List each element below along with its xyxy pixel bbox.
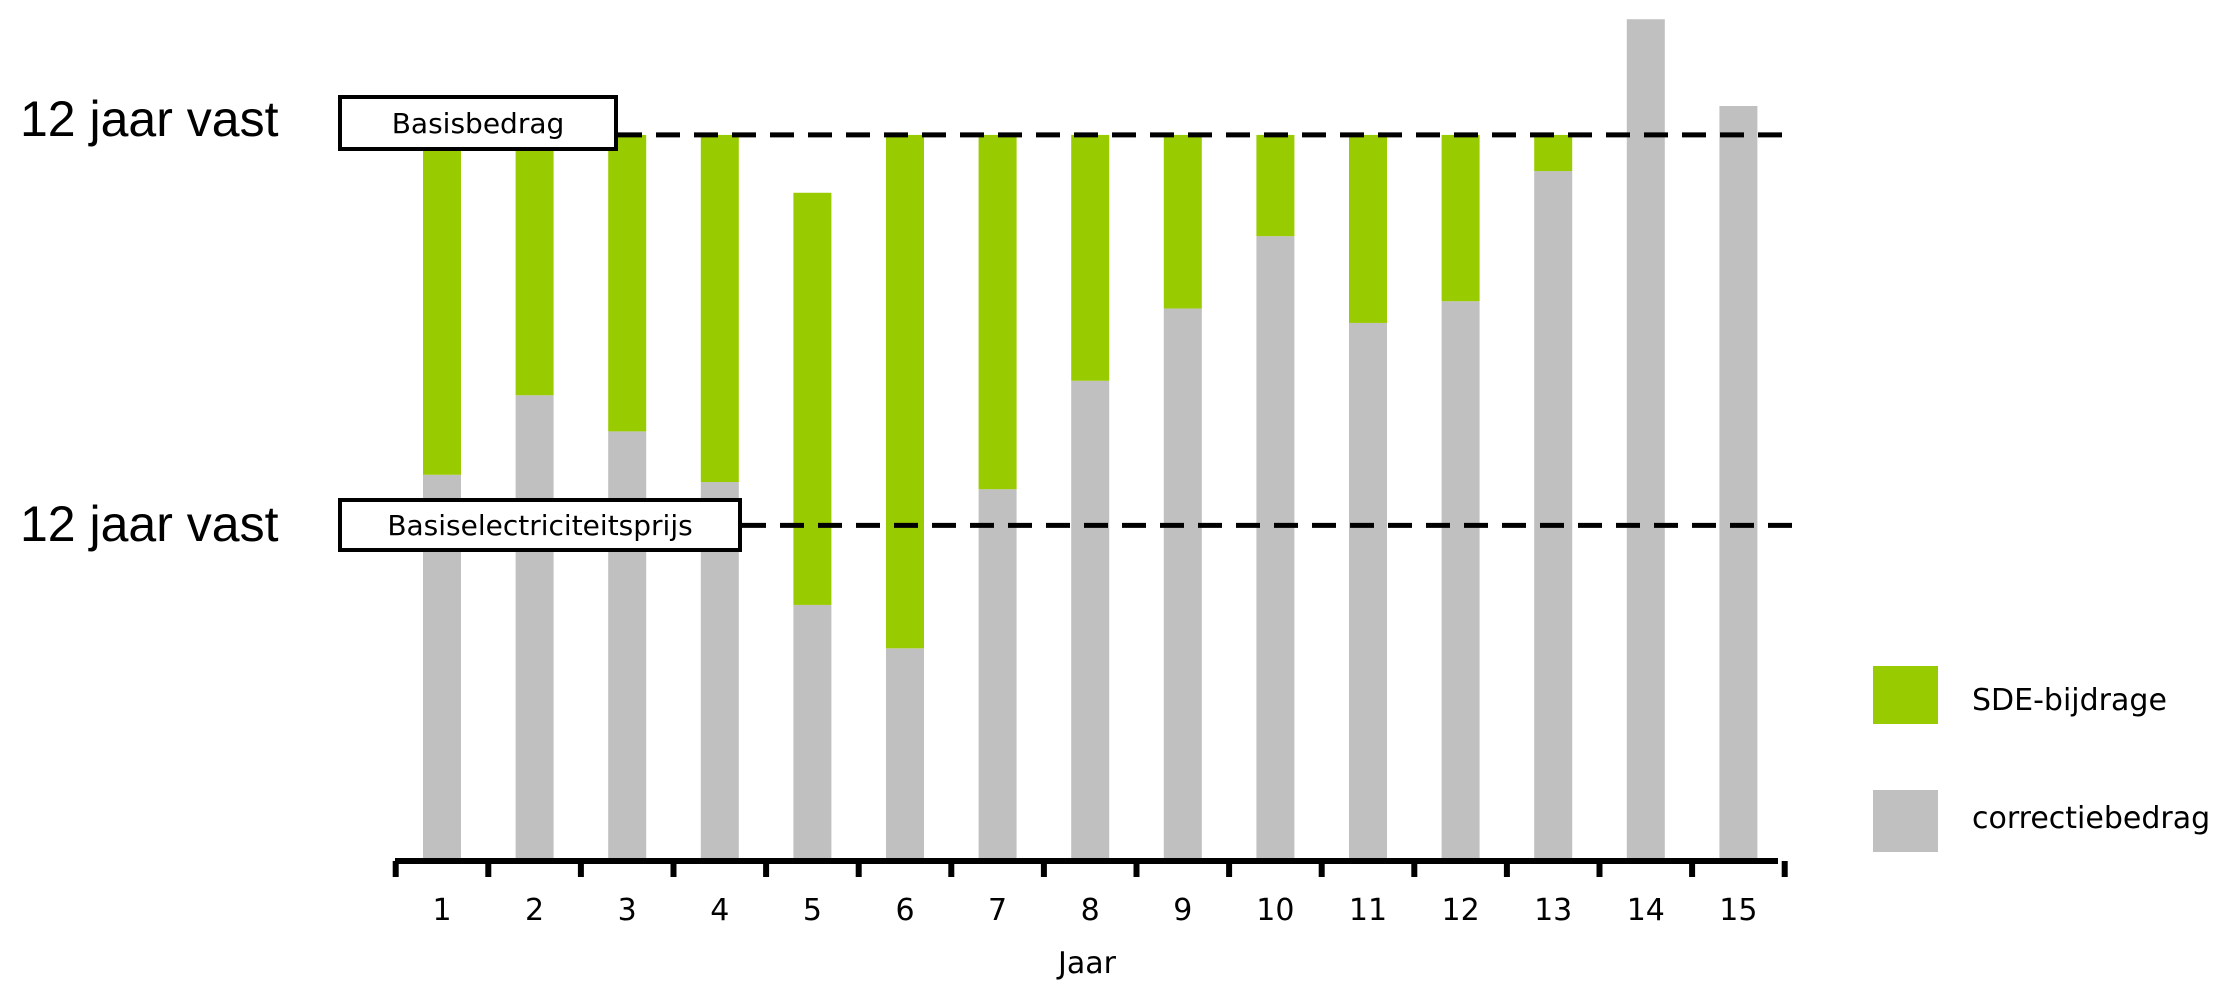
x-tick-label-14: 14 bbox=[1627, 893, 1665, 928]
side-label-basisbedrag: 12 jaar vast bbox=[20, 91, 279, 147]
reference-label-boxes: Basisbedrag Basiselectriciteitsprijs bbox=[338, 95, 742, 552]
bar-group-year-1 bbox=[423, 134, 461, 858]
x-axis: 1 2 3 4 5 6 7 8 9 10 11 12 13 14 15 Jaar bbox=[392, 858, 1788, 981]
bar-correctiebedrag-11 bbox=[1349, 322, 1387, 858]
bar-sde-bijdrage-9 bbox=[1163, 134, 1202, 309]
bars-group bbox=[423, 19, 1758, 859]
side-label-basiselectriciteitsprijs: 12 jaar vast bbox=[20, 496, 279, 552]
x-tick-label-9: 9 bbox=[1173, 893, 1192, 928]
x-tick-label-1: 1 bbox=[432, 893, 451, 928]
bar-sde-bijdrage-11 bbox=[1349, 134, 1387, 323]
bar-correctiebedrag-15 bbox=[1719, 106, 1758, 858]
bar-group-year-6 bbox=[886, 134, 924, 858]
x-axis-title: Jaar bbox=[1056, 946, 1117, 981]
bar-correctiebedrag-12 bbox=[1441, 301, 1480, 858]
reference-box-basisbedrag bbox=[338, 95, 618, 151]
legend-label-correctiebedrag: correctiebedrag bbox=[1972, 801, 2210, 836]
bar-group-year-5 bbox=[793, 192, 832, 858]
x-tick-label-15: 15 bbox=[1719, 893, 1757, 928]
bar-group-year-9 bbox=[1163, 134, 1202, 858]
x-tick-label-10: 10 bbox=[1256, 893, 1294, 928]
x-tick-label-6: 6 bbox=[895, 893, 914, 928]
bar-group-year-2 bbox=[515, 134, 554, 858]
bar-group-year-8 bbox=[1071, 134, 1110, 858]
legend-label-sde-bijdrage: SDE-bijdrage bbox=[1972, 683, 2167, 718]
legend: SDE-bijdrage correctiebedrag bbox=[1873, 666, 2210, 852]
bar-group-year-14 bbox=[1626, 19, 1665, 858]
x-tick-label-13: 13 bbox=[1534, 893, 1572, 928]
reference-lines bbox=[618, 132, 1795, 528]
bar-group-year-10 bbox=[1256, 134, 1295, 859]
bar-group-year-15 bbox=[1719, 106, 1758, 858]
bar-sde-bijdrage-7 bbox=[978, 134, 1017, 490]
x-tick-label-5: 5 bbox=[803, 893, 822, 928]
legend-swatch-correctiebedrag bbox=[1873, 790, 1938, 852]
x-axis-tick-labels: 1 2 3 4 5 6 7 8 9 10 11 12 13 14 15 bbox=[432, 893, 1757, 928]
bar-correctiebedrag-5 bbox=[793, 604, 832, 858]
bar-sde-bijdrage-6 bbox=[886, 134, 924, 649]
x-tick-label-11: 11 bbox=[1349, 893, 1387, 928]
bar-group-year-12 bbox=[1441, 134, 1480, 858]
bar-sde-bijdrage-8 bbox=[1071, 134, 1110, 381]
bar-sde-bijdrage-3 bbox=[608, 134, 647, 432]
bar-sde-bijdrage-4 bbox=[700, 134, 739, 482]
legend-swatch-sde-bijdrage bbox=[1873, 666, 1938, 724]
bar-sde-bijdrage-1 bbox=[423, 134, 461, 475]
bar-sde-bijdrage-5 bbox=[793, 192, 832, 605]
reference-label-basiselectriciteitsprijs: Basiselectriciteitsprijs bbox=[387, 509, 692, 542]
bar-correctiebedrag-6 bbox=[886, 648, 924, 858]
bar-correctiebedrag-14 bbox=[1626, 19, 1665, 858]
x-tick-label-7: 7 bbox=[988, 893, 1007, 928]
bar-correctiebedrag-7 bbox=[978, 489, 1017, 858]
bar-group-year-11 bbox=[1349, 134, 1387, 858]
bar-sde-bijdrage-13 bbox=[1534, 134, 1573, 172]
bar-correctiebedrag-3 bbox=[608, 431, 647, 858]
bar-sde-bijdrage-10 bbox=[1256, 134, 1295, 237]
reference-label-basisbedrag: Basisbedrag bbox=[392, 107, 565, 140]
x-axis-ticks bbox=[392, 861, 1788, 877]
x-tick-label-12: 12 bbox=[1442, 893, 1480, 928]
bar-correctiebedrag-10 bbox=[1256, 236, 1295, 859]
x-tick-label-8: 8 bbox=[1081, 893, 1100, 928]
bar-correctiebedrag-9 bbox=[1163, 308, 1202, 858]
reference-box-basiselectriciteitsprijs bbox=[338, 498, 742, 552]
bar-correctiebedrag-8 bbox=[1071, 380, 1110, 858]
bar-correctiebedrag-2 bbox=[515, 395, 554, 858]
x-tick-label-3: 3 bbox=[618, 893, 637, 928]
bar-correctiebedrag-13 bbox=[1534, 171, 1573, 859]
bar-group-year-3 bbox=[608, 134, 647, 858]
bar-sde-bijdrage-12 bbox=[1441, 134, 1480, 302]
x-tick-label-4: 4 bbox=[710, 893, 729, 928]
x-tick-label-2: 2 bbox=[525, 893, 544, 928]
bar-group-year-13 bbox=[1534, 134, 1573, 859]
bar-group-year-7 bbox=[978, 134, 1017, 858]
bar-sde-bijdrage-2 bbox=[515, 134, 554, 396]
bar-group-year-4 bbox=[700, 134, 739, 858]
